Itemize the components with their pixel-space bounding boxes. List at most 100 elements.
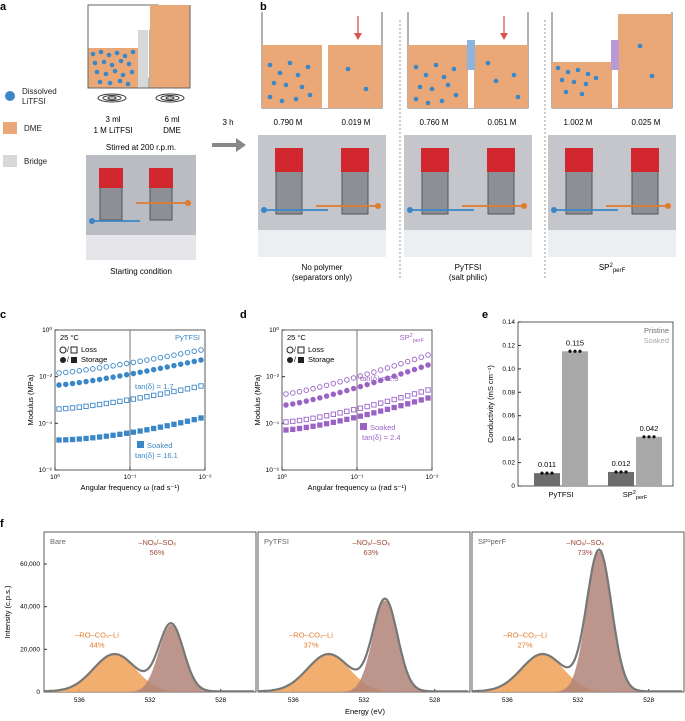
- bar-value-label: 0.012: [612, 459, 631, 468]
- y-tick: 10⁰: [269, 326, 279, 334]
- data-point: [103, 364, 110, 370]
- data-point: [384, 365, 391, 371]
- xps-envelope: [44, 621, 255, 693]
- no-pct: 73%: [578, 548, 593, 557]
- data-point: [123, 371, 130, 378]
- ro-pct: 44%: [89, 641, 104, 650]
- data-point: [350, 415, 357, 421]
- dot: [90, 51, 96, 57]
- dot: [107, 80, 113, 86]
- panel-b-cells: 0.790 M 0.019 M No polymer(separators only…: [258, 12, 676, 282]
- left-solution: 1 M LiTFSI: [93, 126, 132, 135]
- left-conc: 0.790 M: [274, 118, 303, 127]
- data-point: [290, 418, 296, 425]
- dot: [103, 71, 109, 77]
- dot: [120, 72, 126, 78]
- storage-square-icon: [298, 357, 304, 363]
- bar: [636, 436, 662, 486]
- right-volume: 6 ml: [164, 115, 179, 124]
- dme-legend-icon: [3, 122, 17, 134]
- dot: [267, 94, 273, 100]
- data-point: [290, 426, 296, 433]
- data-point: [303, 398, 310, 404]
- data-point: [283, 427, 289, 433]
- cell-caption: PyTFSI: [455, 263, 482, 272]
- data-point: [83, 435, 89, 442]
- ro-peak: [472, 654, 684, 692]
- data-point: [157, 391, 164, 397]
- stir-note: Stirred at 200 r.p.m.: [106, 143, 176, 152]
- data-point: [411, 399, 418, 405]
- x-tick: 10⁻²: [426, 474, 440, 481]
- data-point: [90, 435, 96, 441]
- no-label: –NOₓ/–SOₓ: [352, 538, 390, 547]
- data-point: [151, 392, 157, 399]
- cell-caption: SP2perF: [599, 263, 626, 274]
- data-point: [330, 419, 336, 425]
- data-point: [130, 359, 137, 366]
- dot: [271, 80, 277, 86]
- svg-text:/: /: [67, 357, 69, 364]
- data-point: [130, 396, 137, 402]
- y-tick: 10⁻⁶: [266, 467, 280, 474]
- storage-legend-icon: [287, 357, 293, 363]
- bar-value-label: 0.011: [538, 460, 556, 469]
- xps-name: PyTFSI: [264, 537, 289, 546]
- soaked-label: Soaked: [147, 441, 172, 450]
- dot: [571, 79, 577, 85]
- data-point: [151, 425, 157, 432]
- y-axis-label: Modulus (MPa): [26, 374, 35, 425]
- data-point: [184, 386, 191, 392]
- data-point: [398, 371, 404, 377]
- panel-label-d: d: [240, 309, 247, 321]
- b-cell-0: 0.790 M 0.019 M No polymer(separators only…: [258, 12, 386, 282]
- x-tick: 536: [74, 697, 85, 704]
- panel-label-b: b: [260, 1, 267, 13]
- series-tag: SP2perF: [400, 333, 425, 344]
- data-point: [198, 415, 204, 421]
- y-tick: 0.06: [502, 413, 515, 420]
- chart-e: 0 0.02 0.04 0.06 0.08 0.10 0.12 0.14 Conductivit…: [486, 319, 674, 501]
- dot: [277, 70, 283, 76]
- ro-label: –RO–CO₂–Li: [75, 631, 119, 640]
- left-conc: 1.002 M: [564, 118, 593, 127]
- data-point: [137, 358, 143, 364]
- data-point: [171, 388, 177, 395]
- data-point: [418, 389, 424, 395]
- dot: [130, 49, 136, 55]
- data-point: [164, 353, 170, 360]
- dot: [98, 49, 104, 55]
- x-tick: 532: [145, 697, 156, 704]
- data-point: [357, 413, 364, 419]
- dot: [112, 68, 118, 74]
- x-tick: 528: [643, 697, 654, 704]
- data-point: [330, 391, 337, 398]
- cell-caption: No polymer: [302, 263, 343, 272]
- data-point: [323, 421, 330, 427]
- dot: [563, 89, 569, 95]
- y-tick: 0.04: [502, 436, 515, 443]
- data-point: [344, 408, 350, 415]
- data-point: [290, 390, 296, 396]
- data-point: [110, 399, 116, 406]
- data-point: [398, 403, 404, 409]
- x-tick: 528: [429, 697, 440, 704]
- no-pct: 56%: [150, 548, 165, 557]
- ro-pct: 27%: [517, 641, 532, 650]
- data-point: [337, 389, 343, 396]
- dot: [118, 58, 124, 64]
- svg-text:/: /: [67, 347, 69, 354]
- data-point: [117, 373, 123, 379]
- dot: [101, 59, 107, 65]
- dot: [307, 92, 313, 98]
- data-point: [83, 403, 89, 409]
- dot: [117, 78, 123, 84]
- data-point: [391, 363, 397, 369]
- dot: [585, 71, 591, 77]
- dot: [126, 61, 132, 67]
- data-point: [364, 411, 370, 418]
